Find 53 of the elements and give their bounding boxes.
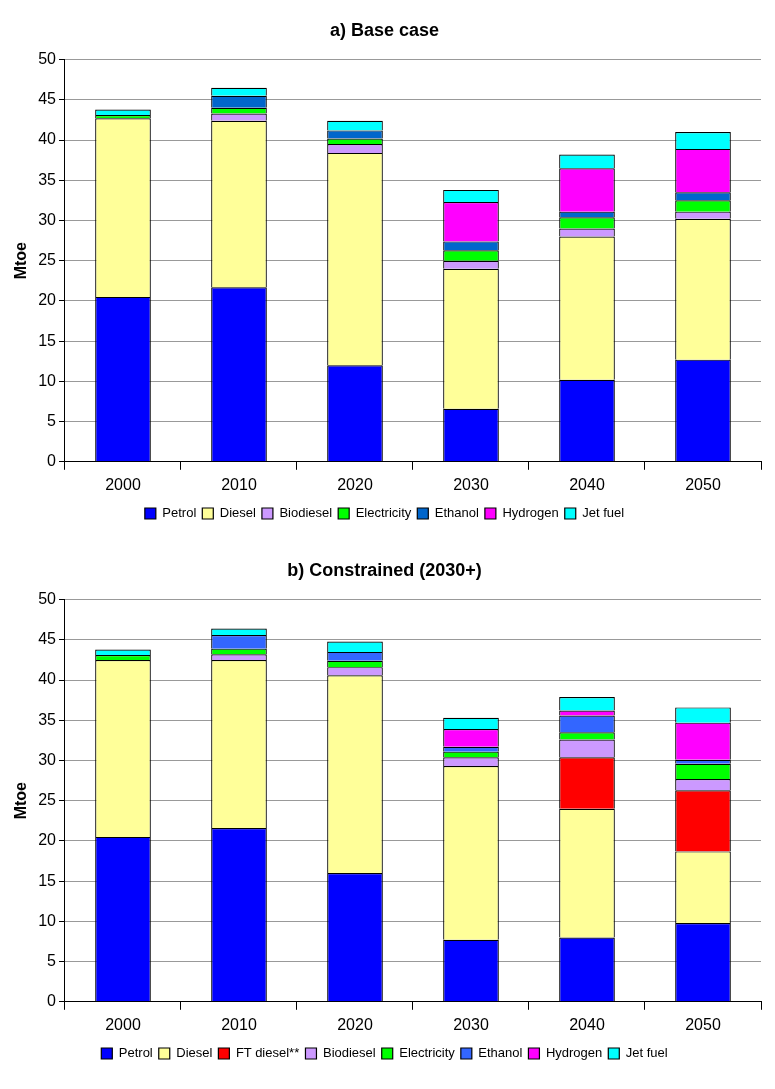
legend-label: Diesel — [219, 505, 257, 521]
y-tick-label: 10 — [38, 371, 57, 389]
x-tick-label: 2040 — [569, 475, 605, 493]
legend-label: Ethanol — [478, 1045, 523, 1061]
x-tick-label: 2030 — [453, 1015, 489, 1033]
x-tick-label: 2010 — [221, 1015, 257, 1033]
legend-label: Biodiesel — [322, 1045, 376, 1061]
y-tick-label: 45 — [38, 630, 57, 648]
legend-label: Petrol — [162, 505, 197, 521]
x-tick-label: 2010 — [221, 475, 257, 493]
y-tick-label: 50 — [38, 590, 57, 608]
y-tick-label: 15 — [38, 331, 57, 349]
legend-label: Biodiesel — [279, 505, 333, 521]
legend-label: Jet fuel — [625, 1045, 668, 1061]
legend-label: Ethanol — [434, 505, 479, 521]
y-tick-label: 50 — [38, 50, 57, 68]
x-tick-label: 2020 — [337, 1015, 373, 1033]
y-tick-label: 20 — [38, 291, 57, 309]
y-tick-label: 40 — [38, 670, 57, 688]
y-axis-title: Mtoe — [12, 241, 30, 280]
x-tick-label: 2020 — [337, 475, 373, 493]
legend-label: Electricity — [355, 505, 412, 521]
y-tick-label: 30 — [38, 210, 57, 228]
y-tick-label: 0 — [47, 992, 57, 1010]
y-tick-label: 20 — [38, 831, 57, 849]
legend-label: Petrol — [118, 1045, 153, 1061]
legend-label: Jet fuel — [582, 505, 625, 521]
y-tick-label: 5 — [47, 951, 57, 969]
x-tick-label: 2000 — [105, 1015, 141, 1033]
y-tick-label: 40 — [38, 130, 57, 148]
y-tick-label: 5 — [47, 411, 57, 429]
legend-label: Diesel — [176, 1045, 213, 1061]
chart-title: a) Base case — [329, 19, 440, 40]
chart-title: b) Constrained (2030+) — [287, 559, 482, 580]
x-tick-label: 2030 — [453, 475, 489, 493]
legend-label: Hydrogen — [502, 505, 559, 521]
y-tick-label: 25 — [38, 251, 57, 269]
y-tick-label: 10 — [38, 911, 57, 929]
legend-label: Electricity — [399, 1045, 456, 1061]
y-tick-label: 15 — [38, 871, 57, 889]
y-axis-title: Mtoe — [12, 781, 30, 820]
x-tick-label: 2050 — [685, 1015, 721, 1033]
y-tick-label: 30 — [38, 750, 57, 768]
x-tick-label: 2040 — [569, 1015, 605, 1033]
y-tick-label: 35 — [38, 170, 57, 188]
y-tick-label: 0 — [47, 452, 57, 470]
y-tick-label: 35 — [38, 710, 57, 728]
y-tick-label: 25 — [38, 791, 57, 809]
y-tick-label: 45 — [38, 90, 57, 108]
legend-label: FT diesel** — [235, 1045, 300, 1061]
legend-label: Hydrogen — [545, 1045, 603, 1061]
x-tick-label: 2000 — [105, 475, 141, 493]
x-tick-label: 2050 — [685, 475, 721, 493]
